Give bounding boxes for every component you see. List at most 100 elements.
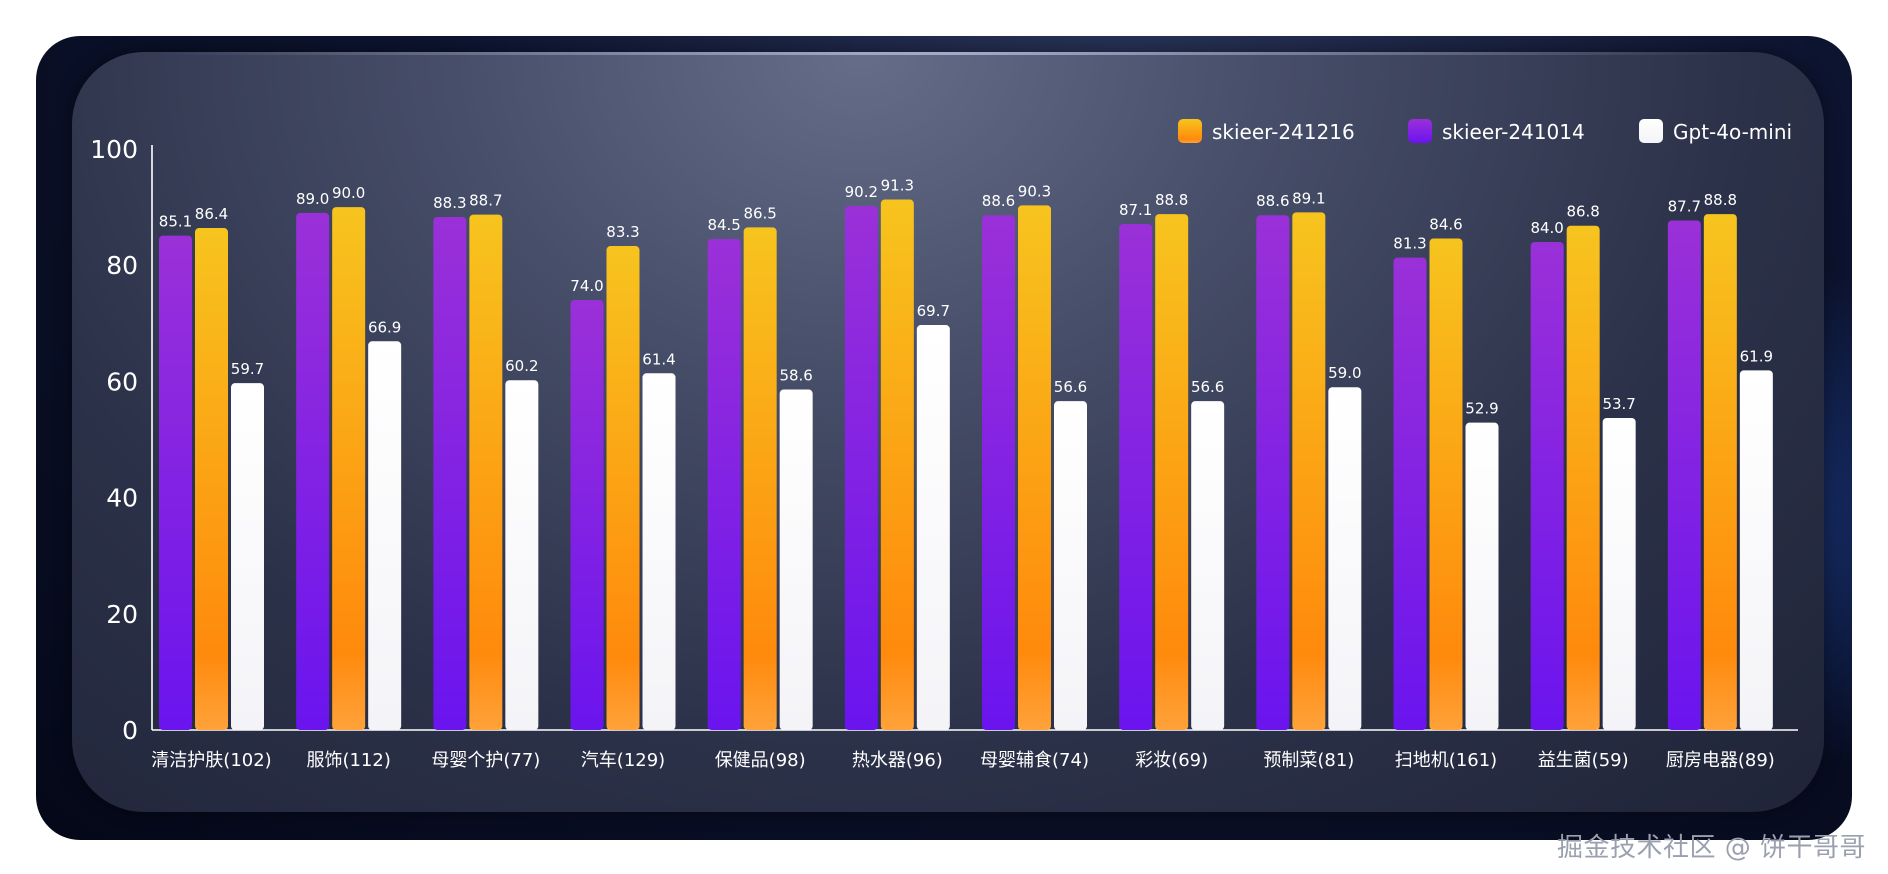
skieer-241014-bar xyxy=(707,239,741,730)
x-tick-label: 益生菌(59) xyxy=(1538,750,1629,771)
x-tick-label: 扫地机(161) xyxy=(1395,750,1497,771)
bar-value-label: 90.0 xyxy=(332,184,365,202)
gpt-4o-mini-bar xyxy=(1191,401,1225,730)
legend-swatch xyxy=(1178,119,1202,143)
bar-value-label: 86.8 xyxy=(1566,203,1599,221)
skieer-241014-bar xyxy=(296,212,330,730)
skieer-241216-bar xyxy=(1292,212,1326,731)
bar-value-label: 74.0 xyxy=(570,277,603,295)
bar-value-label: 84.5 xyxy=(707,216,740,234)
bar-value-label: 89.1 xyxy=(1292,189,1325,207)
bar-value-label: 53.7 xyxy=(1602,395,1635,413)
legend-label: Gpt-4o-mini xyxy=(1673,120,1792,144)
skieer-241216-bar xyxy=(880,199,914,730)
gpt-4o-mini-bar xyxy=(505,380,539,730)
gpt-4o-mini-bar xyxy=(1602,418,1636,730)
bar-value-label: 61.9 xyxy=(1740,347,1773,365)
bar-value-label: 90.2 xyxy=(845,183,878,201)
skieer-241014-bar xyxy=(433,216,467,731)
axes: 0 20 40 60 80 100 清洁护肤(102) 服饰(112) 母婴个护(77) 汽车(1… xyxy=(90,135,1798,771)
skieer-241014-bar xyxy=(570,300,604,730)
skieer-241216-bar xyxy=(606,246,640,731)
gpt-4o-mini-bar xyxy=(916,325,950,730)
skieer-241216-bar xyxy=(195,228,228,731)
skieer-241216-bar xyxy=(743,227,777,730)
x-tick-label: 彩妆(69) xyxy=(1135,750,1208,771)
skieer-241216-bar xyxy=(332,207,366,731)
bar-value-label: 69.7 xyxy=(917,302,950,320)
legend-swatch xyxy=(1408,119,1432,143)
legend: skieer-241216 skieer-241014 Gpt-4o-mini xyxy=(1178,119,1792,144)
gpt-4o-mini-bar xyxy=(779,389,813,730)
x-tick-label: 保健品(98) xyxy=(715,750,806,771)
bar-value-label: 88.6 xyxy=(1256,192,1289,210)
skieer-241014-bar xyxy=(982,215,1015,730)
gpt-4o-mini-bar xyxy=(1328,387,1362,730)
gpt-4o-mini-bar xyxy=(368,341,402,730)
skieer-241014-bar xyxy=(1256,215,1290,730)
skieer-241014-bar xyxy=(1530,241,1564,730)
y-tick-label: 20 xyxy=(106,600,138,629)
bar-value-label: 52.9 xyxy=(1465,400,1498,418)
bar-value-label: 86.5 xyxy=(743,204,776,222)
bar-value-label: 60.2 xyxy=(505,357,538,375)
bar-value-label: 61.4 xyxy=(642,350,675,368)
skieer-241216-bar xyxy=(1429,238,1463,730)
x-tick-label: 预制菜(81) xyxy=(1263,750,1354,771)
data-labels: 85.1 86.4 59.7 89.0 90.0 66.9 88.3 88.7 60.2 74.0… xyxy=(159,177,1773,418)
skieer-241216-bar xyxy=(1018,205,1051,730)
bar-value-label: 85.1 xyxy=(159,213,192,231)
skieer-241014-bar xyxy=(1667,220,1701,730)
bar-value-label: 86.4 xyxy=(195,205,228,223)
skieer-241014-bar xyxy=(159,235,192,730)
bar-value-label: 58.6 xyxy=(779,367,812,385)
x-tick-label: 厨房电器(89) xyxy=(1666,750,1775,771)
skieer-241216-bar xyxy=(1703,214,1737,730)
skieer-241014-bar xyxy=(1393,257,1427,730)
gpt-4o-mini-bar xyxy=(1739,370,1773,730)
bar-value-label: 88.6 xyxy=(982,192,1015,210)
bar-value-label: 88.8 xyxy=(1155,191,1188,209)
bar-value-label: 89.0 xyxy=(296,190,329,208)
x-tick-label: 热水器(96) xyxy=(852,750,943,771)
bar-value-label: 88.8 xyxy=(1704,191,1737,209)
gpt-4o-mini-bar xyxy=(642,373,676,730)
bar-value-label: 88.7 xyxy=(469,192,502,210)
y-tick-label: 80 xyxy=(106,251,138,280)
gpt-4o-mini-bar xyxy=(1465,422,1499,730)
y-tick-label: 0 xyxy=(122,716,138,745)
y-tick-label: 100 xyxy=(90,135,138,164)
skieer-241216-bar xyxy=(469,214,503,730)
y-tick-label: 60 xyxy=(106,367,138,396)
bar-value-label: 87.7 xyxy=(1668,197,1701,215)
x-tick-label: 服饰(112) xyxy=(306,750,390,771)
bar-value-label: 56.6 xyxy=(1054,378,1087,396)
bar-value-label: 59.7 xyxy=(231,360,264,378)
skieer-241014-bar xyxy=(1119,223,1153,730)
x-tick-label: 母婴个护(77) xyxy=(431,750,540,771)
legend-label: skieer-241216 xyxy=(1212,120,1355,144)
x-tick-label: 汽车(129) xyxy=(581,750,665,771)
bar-value-label: 87.1 xyxy=(1119,201,1152,219)
bar-value-label: 84.0 xyxy=(1530,219,1563,237)
gpt-4o-mini-bar xyxy=(231,383,264,730)
gpt-4o-mini-bar xyxy=(1054,401,1087,730)
bar-value-label: 56.6 xyxy=(1191,378,1224,396)
bar-value-label: 84.6 xyxy=(1429,215,1462,233)
x-tick-label: 母婴辅食(74) xyxy=(980,750,1089,771)
bar-value-label: 81.3 xyxy=(1393,235,1426,253)
y-tick-label: 40 xyxy=(106,484,138,513)
watermark: 掘金技术社区 @ 饼干哥哥 xyxy=(1556,833,1866,863)
legend-label: skieer-241014 xyxy=(1442,120,1585,144)
bar-value-label: 66.9 xyxy=(368,318,401,336)
bar-value-label: 91.3 xyxy=(881,177,914,195)
bar-value-label: 88.3 xyxy=(433,194,466,212)
bars xyxy=(159,199,1773,731)
legend-swatch xyxy=(1639,119,1663,143)
bar-value-label: 59.0 xyxy=(1328,364,1361,382)
bar-value-label: 83.3 xyxy=(606,223,639,241)
x-tick-label: 清洁护肤(102) xyxy=(151,750,271,771)
bar-value-label: 90.3 xyxy=(1018,182,1051,200)
skieer-241216-bar xyxy=(1155,214,1189,730)
